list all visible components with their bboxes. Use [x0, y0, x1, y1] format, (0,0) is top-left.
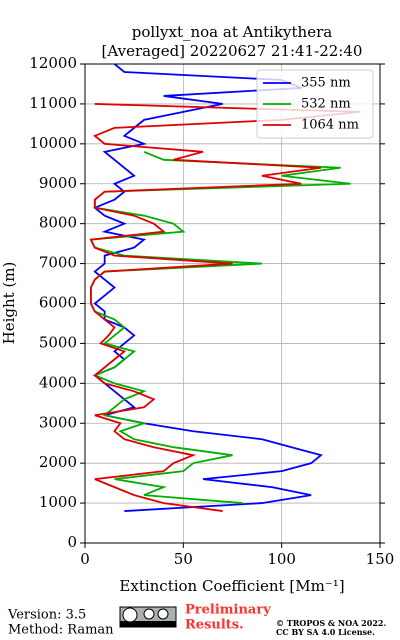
y-tick-label: 10000 [29, 134, 77, 152]
y-tick-label: 9000 [39, 174, 77, 192]
y-tick-label: 11000 [29, 94, 77, 112]
preliminary: Results. [185, 618, 244, 633]
profile-line [93, 63, 323, 512]
method: Method: Raman [8, 623, 114, 638]
plot-frame [84, 63, 381, 544]
y-tick-label: 3000 [39, 413, 77, 431]
x-axis-label: Extinction Coefficient [Mm⁻¹] [119, 577, 344, 595]
chart-subtitle: [Averaged] 20220627 21:41-22:40 [102, 42, 363, 60]
x-tick-label: 50 [174, 550, 193, 568]
y-tick-label: 2000 [39, 453, 77, 471]
y-tick-label: 8000 [39, 214, 77, 232]
x-tick-label: 0 [80, 550, 90, 568]
legend-box [256, 69, 374, 139]
version: Version: 3.5 [7, 608, 86, 623]
copyright: CC BY SA 4.0 License. [276, 627, 375, 637]
profile-line [89, 150, 351, 504]
legend-label: 355 nm [301, 76, 351, 91]
y-tick-label: 0 [67, 533, 77, 551]
y-tick-label: 4000 [39, 373, 77, 391]
legend-label: 1064 nm [301, 118, 359, 133]
chart-title: pollyxt_noa at Antikythera [132, 23, 332, 41]
x-tick-label: 150 [366, 550, 395, 568]
preliminary: Preliminary [185, 603, 271, 618]
x-tick-label: 100 [267, 550, 296, 568]
profile-line [89, 103, 361, 512]
cc-logo [119, 606, 177, 628]
y-tick-label: 12000 [29, 54, 77, 72]
y-tick-label: 6000 [39, 294, 77, 312]
copyright: © TROPOS & NOA 2022. [276, 618, 386, 628]
y-tick-label: 5000 [39, 333, 77, 351]
y-tick-label: 7000 [39, 254, 77, 272]
legend-label: 532 nm [301, 97, 351, 112]
y-axis-label: Height (m) [0, 262, 18, 345]
y-tick-label: 1000 [39, 493, 77, 511]
